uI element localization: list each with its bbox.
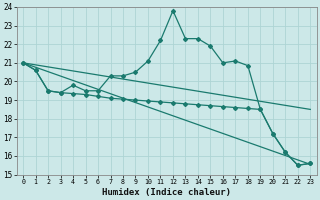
X-axis label: Humidex (Indice chaleur): Humidex (Indice chaleur) xyxy=(102,188,231,197)
